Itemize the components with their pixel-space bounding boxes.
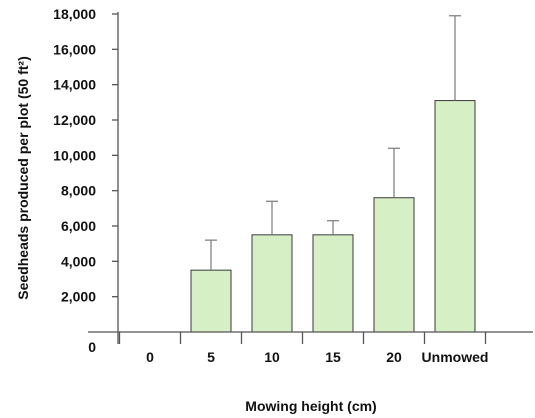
bar	[373, 197, 415, 333]
y-axis-title: Seedheads produced per plot (50 ft²)	[15, 56, 31, 299]
x-tick-label: 0	[146, 349, 154, 365]
y-tick-label: 2,000	[61, 289, 96, 305]
x-tick-label: Unmowed	[422, 349, 489, 365]
y-tick-label: 8,000	[61, 183, 96, 199]
y-tick-label: 6,000	[61, 218, 96, 234]
error-bars-group	[205, 15, 461, 271]
x-ticks-group: 0 5 10 15 20 Unmowed	[118, 332, 489, 365]
bar	[251, 234, 293, 333]
x-tick-label: 15	[325, 349, 341, 365]
y-ticks-group: 0 2,000 4,000 6,000 8,000 10,000 12,000 14,000 1…	[53, 6, 118, 355]
x-tick-label: 10	[264, 349, 280, 365]
y-tick-label: 14,000	[53, 77, 96, 93]
x-tick-label: 5	[207, 349, 215, 365]
y-tick-label: 12,000	[53, 112, 96, 128]
y-tick-label: 16,000	[53, 41, 96, 57]
bars-group	[190, 100, 476, 333]
y-tick-label: 4,000	[61, 253, 96, 269]
bar	[434, 100, 476, 333]
bar	[312, 234, 354, 333]
bar	[190, 269, 232, 333]
y-tick-label: 18,000	[53, 6, 96, 22]
y-tick-label: 0	[88, 339, 96, 355]
y-tick-label: 10,000	[53, 147, 96, 163]
x-tick-label: 20	[386, 349, 402, 365]
x-axis-title: Mowing height (cm)	[245, 398, 376, 414]
